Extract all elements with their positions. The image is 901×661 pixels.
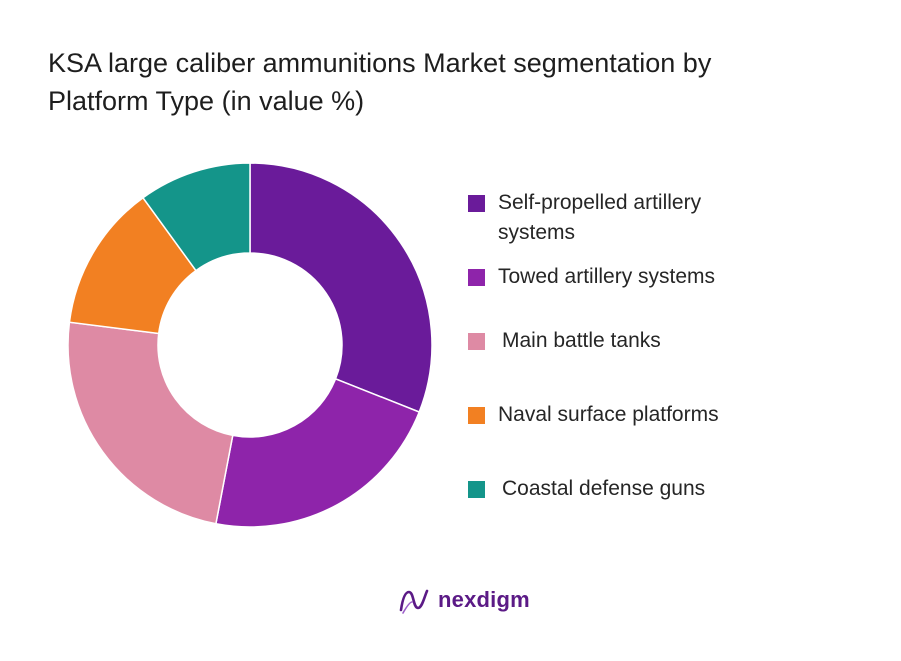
donut-chart	[67, 162, 433, 528]
legend-label-3: Main battle tanks	[502, 326, 832, 356]
chart-title-line-1: KSA large caliber ammunitions Market seg…	[48, 48, 712, 78]
donut-slice-2	[215, 377, 421, 528]
legend-swatch-5	[468, 481, 485, 498]
legend-label-5-line-1: Coastal defense guns	[502, 477, 706, 500]
brand-name: nexdigm	[438, 587, 530, 612]
legend-swatch-3	[468, 333, 485, 350]
legend-label-1: Self-propelled artillery systems	[498, 188, 828, 248]
legend-label-4: Naval surface platforms	[498, 400, 828, 430]
donut-slice-5	[141, 162, 251, 272]
legend-label-2: Towed artillery systems	[498, 262, 828, 292]
legend-label-1-line-1: Self-propelled artillery	[498, 191, 702, 214]
legend-swatch-2	[468, 269, 485, 286]
chart-title: KSA large caliber ammunitions Market seg…	[48, 44, 868, 120]
legend-label-1-line-2: systems	[498, 221, 576, 244]
donut-slice-1	[249, 162, 433, 413]
legend-label-4-line-1: Naval surface platforms	[498, 403, 719, 426]
legend-label-5: Coastal defense guns	[502, 474, 832, 504]
legend-swatch-4	[468, 407, 485, 424]
chart-title-line-2: Platform Type (in value %)	[48, 86, 365, 116]
legend-swatch-1	[468, 195, 485, 212]
nexdigm-logo-icon	[399, 589, 429, 614]
legend-label-2-line-1: Towed artillery systems	[498, 265, 716, 288]
donut-slice-3	[67, 321, 234, 525]
legend-label-3-line-1: Main battle tanks	[502, 329, 661, 352]
